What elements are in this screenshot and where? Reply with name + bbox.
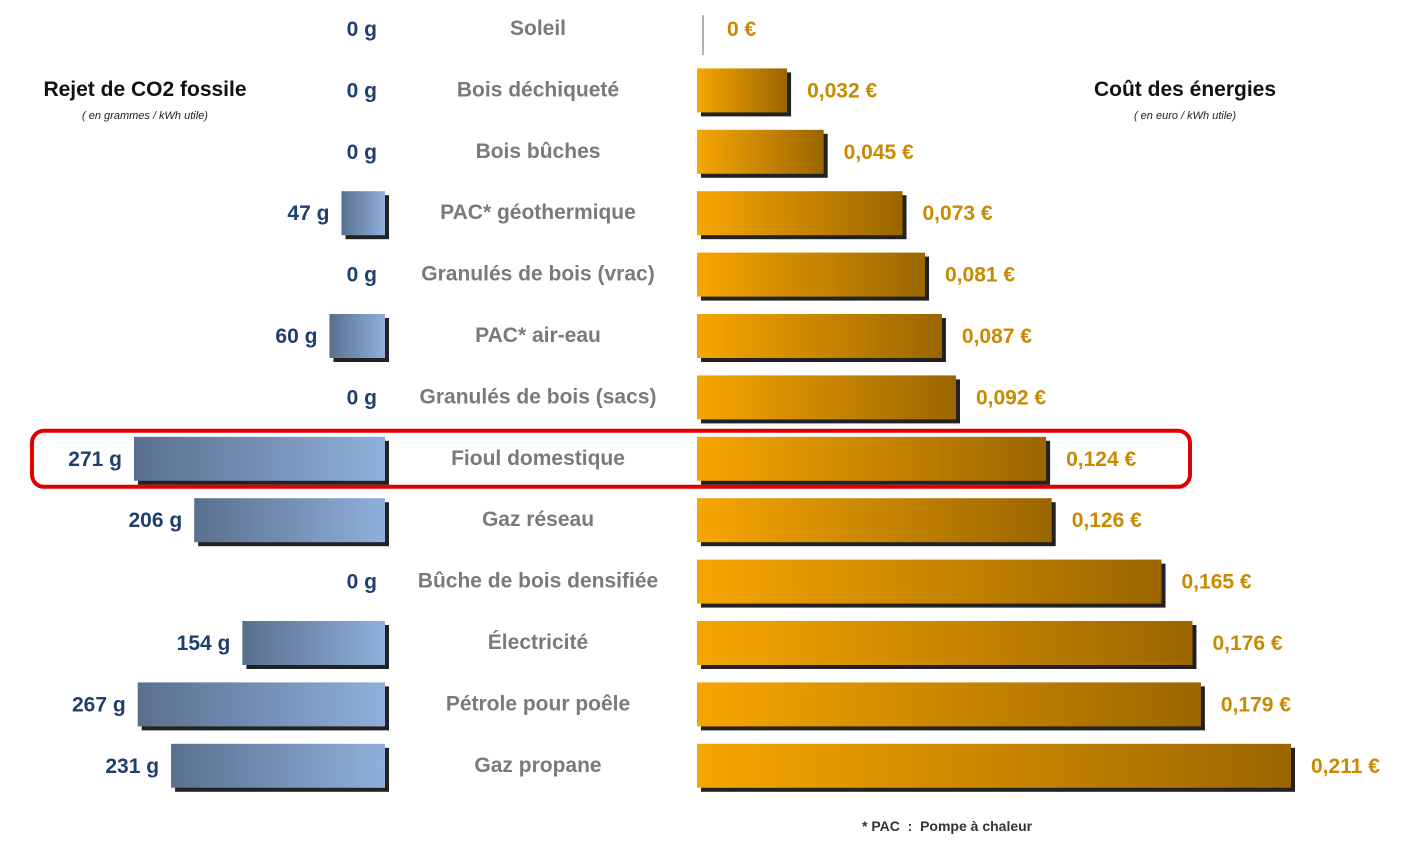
- cost-value-label: 0,081 €: [945, 264, 1015, 287]
- cost-value-label: 0,073 €: [923, 202, 993, 225]
- category-label: Pétrole pour poêle: [446, 692, 630, 715]
- category-label: Bois déchiqueté: [457, 78, 619, 101]
- co2-panel-subtitle: ( en grammes / kWh utile): [82, 110, 208, 122]
- co2-value-label: 154 g: [177, 632, 231, 655]
- co2-value-label: 231 g: [105, 755, 159, 778]
- cost-value-label: 0,032 €: [807, 79, 877, 102]
- co2-value-label: 0 g: [347, 571, 377, 594]
- co2-value-label: 0 g: [347, 264, 377, 287]
- cost-panel-title: Coût des énergies: [1093, 78, 1277, 101]
- cost-bar: [697, 498, 1052, 543]
- cost-value-label: 0,092 €: [976, 386, 1046, 409]
- co2-bar: [329, 314, 385, 358]
- co2-value-label: 0 g: [347, 386, 377, 409]
- co2-bar: [341, 191, 385, 236]
- cost-bar: [697, 68, 788, 113]
- co2-value-label: 47 g: [287, 202, 329, 225]
- cost-value-label: 0,045 €: [844, 141, 914, 164]
- category-label: Soleil: [510, 17, 566, 40]
- category-label: PAC* air-eau: [475, 324, 601, 347]
- category-label: Granulés de bois (sacs): [420, 385, 657, 408]
- cost-bar: [697, 743, 1291, 788]
- highlight-outline: [30, 428, 1192, 489]
- co2-bar: [194, 498, 385, 543]
- category-label: Fioul domestique: [451, 447, 625, 470]
- category-label: Électricité: [488, 631, 588, 654]
- cost-bar: [697, 252, 926, 297]
- category-label: PAC* géothermique: [440, 201, 636, 224]
- cost-bar: [697, 191, 903, 236]
- cost-value-label: 0,124 €: [1066, 448, 1136, 471]
- cost-value-label: 0,176 €: [1212, 632, 1282, 655]
- category-label: Gaz propane: [474, 754, 601, 777]
- cost-value-label: 0,087 €: [962, 325, 1032, 348]
- co2-bar: [242, 621, 385, 665]
- category-label: Gaz réseau: [482, 508, 594, 531]
- co2-value-label: 0 g: [347, 79, 377, 102]
- cost-value-label: 0 €: [727, 18, 757, 41]
- cost-bar: [697, 375, 956, 420]
- co2-bar: [134, 436, 385, 481]
- category-label: Bûche de bois densifiée: [418, 570, 658, 593]
- co2-bar: [137, 682, 385, 727]
- co2-panel-title: Rejet de CO2 fossile: [43, 78, 247, 101]
- footnote: * PAC : Pompe à chaleur: [862, 818, 1033, 834]
- cost-value-label: 0,179 €: [1221, 693, 1291, 716]
- co2-value-label: 271 g: [68, 448, 122, 471]
- cost-bar: [697, 436, 1047, 481]
- cost-bar: [697, 559, 1162, 604]
- category-label: Granulés de bois (vrac): [421, 263, 654, 286]
- co2-value-label: 60 g: [275, 325, 317, 348]
- cost-value-label: 0,211 €: [1311, 755, 1380, 778]
- co2-value-label: 267 g: [72, 693, 126, 716]
- cost-value-label: 0,165 €: [1182, 571, 1252, 594]
- co2-value-label: 206 g: [128, 509, 182, 532]
- co2-value-label: 0 g: [347, 18, 377, 41]
- cost-value-label: 0,126 €: [1072, 509, 1142, 532]
- cost-panel-subtitle: ( en euro / kWh utile): [1133, 110, 1237, 122]
- cost-bar: [697, 682, 1201, 727]
- co2-bar: [171, 743, 385, 788]
- cost-bar: [697, 129, 824, 174]
- category-label: Bois bûches: [476, 140, 601, 163]
- cost-bar: [697, 621, 1193, 665]
- cost-bar: [697, 314, 942, 358]
- co2-value-label: 0 g: [347, 141, 377, 164]
